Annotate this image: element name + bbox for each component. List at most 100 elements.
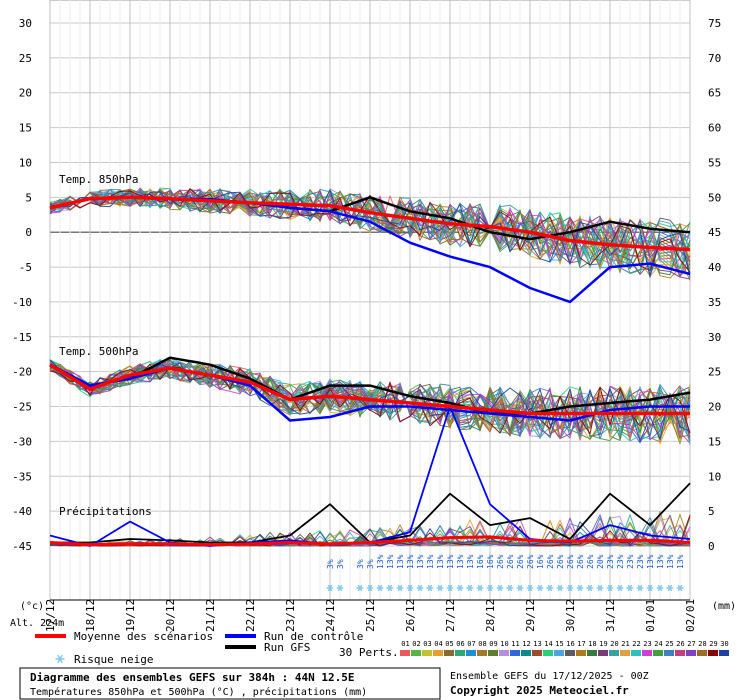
- snowflake-icon: [646, 584, 654, 592]
- right-tick-label: 50: [708, 191, 721, 204]
- right-tick-label: 15: [708, 435, 721, 448]
- pert-number: 05: [445, 640, 453, 648]
- legend-mean-label: Moyenne des scénarios: [74, 630, 213, 643]
- pert-swatch: [532, 650, 542, 656]
- right-tick-label: 25: [708, 366, 721, 379]
- snowflake-core: [378, 586, 382, 590]
- pert-swatch: [653, 650, 663, 656]
- pert-number: 13: [533, 640, 541, 648]
- snow-risk-percent: 16%: [476, 554, 485, 569]
- snowflake-core: [528, 586, 532, 590]
- pert-swatch: [554, 650, 564, 656]
- snowflake-core: [458, 586, 462, 590]
- pert-number: 07: [467, 640, 475, 648]
- footer-subtitle: Températures 850hPa et 500hPa (°C) , pré…: [30, 686, 367, 698]
- snow-risk-percent: 13%: [446, 554, 455, 569]
- right-tick-label: 60: [708, 122, 721, 135]
- x-tick-label: 18/12: [84, 599, 97, 632]
- pert-number: 11: [511, 640, 519, 648]
- snowflake-core: [338, 586, 342, 590]
- snow-risk-percent: 13%: [656, 554, 665, 569]
- snowflake-icon: [616, 584, 624, 592]
- x-tick-label: 25/12: [364, 599, 377, 632]
- snow-risk-percent: 3%: [366, 559, 375, 569]
- left-tick-label: 5: [25, 191, 32, 204]
- x-tick-label: 01/01: [644, 599, 657, 632]
- snowflake-core: [608, 586, 612, 590]
- x-tick-label: 26/12: [404, 599, 417, 632]
- snowflake-icon: [386, 584, 394, 592]
- pert-number: 14: [544, 640, 552, 648]
- snow-risk-percent: 26%: [516, 554, 525, 569]
- pert-swatch: [466, 650, 476, 656]
- snow-risk-percent: 23%: [606, 554, 615, 569]
- pert-number: 24: [654, 640, 662, 648]
- snowflake-core: [398, 586, 402, 590]
- right-tick-label: 5: [708, 505, 715, 518]
- snow-risk-percent: 13%: [406, 554, 415, 569]
- snowflake-core: [488, 586, 492, 590]
- snow-risk-percent: 3%: [356, 559, 365, 569]
- snowflake-icon: [606, 584, 614, 592]
- snowflake-core: [418, 586, 422, 590]
- snowflake-icon: [376, 584, 384, 592]
- label-t850: Temp. 850hPa: [59, 173, 138, 186]
- snowflake-icon: [496, 584, 504, 592]
- snow-risk-percent: 13%: [666, 554, 675, 569]
- snow-risk-percent: 16%: [486, 554, 495, 569]
- snow-risk-percent: 3%: [336, 559, 345, 569]
- snowflake-icon: [486, 584, 494, 592]
- pert-swatch: [444, 650, 454, 656]
- snowflake-core: [578, 586, 582, 590]
- right-tick-label: 45: [708, 226, 721, 239]
- snowflake-icon: [366, 584, 374, 592]
- snowflake-core: [648, 586, 652, 590]
- snow-risk-percent: 13%: [416, 554, 425, 569]
- snowflake-core: [678, 586, 682, 590]
- pert-swatch: [521, 650, 531, 656]
- pert-swatch: [686, 650, 696, 656]
- pert-swatch: [433, 650, 443, 656]
- snow-risk-percent: 13%: [456, 554, 465, 569]
- left-tick-label: 15: [19, 122, 32, 135]
- snow-risk-percent: 26%: [546, 554, 555, 569]
- legend-gfs-label: Run GFS: [264, 641, 310, 654]
- snowflake-core: [358, 586, 362, 590]
- left-tick-label: -5: [19, 261, 32, 274]
- pert-swatch: [576, 650, 586, 656]
- pert-swatch: [587, 650, 597, 656]
- x-tick-label: 22/12: [244, 599, 257, 632]
- pert-number: 19: [599, 640, 607, 648]
- snowflake-icon: [576, 584, 584, 592]
- right-tick-label: 55: [708, 156, 721, 169]
- snowflake-core: [438, 586, 442, 590]
- snowflake-icon: [626, 584, 634, 592]
- pert-swatch: [510, 650, 520, 656]
- snow-risk-percent: 13%: [676, 554, 685, 569]
- label-precip: Précipitations: [59, 505, 152, 518]
- x-tick-label: 31/12: [604, 599, 617, 632]
- pert-swatch: [477, 650, 487, 656]
- snow-risk-percent: 13%: [646, 554, 655, 569]
- snowflake-core: [548, 586, 552, 590]
- left-tick-label: -30: [12, 435, 32, 448]
- left-tick-label: -10: [12, 296, 32, 309]
- legend-snow-label: Risque neige: [74, 653, 153, 666]
- x-tick-label: 20/12: [164, 599, 177, 632]
- pert-swatch: [422, 650, 432, 656]
- x-tick-label: 19/12: [124, 599, 137, 632]
- label-t500: Temp. 500hPa: [59, 345, 138, 358]
- left-tick-label: -45: [12, 540, 32, 553]
- snow-risk-percent: 26%: [526, 554, 535, 569]
- pert-number: 06: [456, 640, 464, 648]
- pert-swatch: [708, 650, 718, 656]
- snow-risk-percent: 26%: [496, 554, 505, 569]
- pert-number: 22: [632, 640, 640, 648]
- pert-number: 02: [412, 640, 420, 648]
- snowflake-core: [448, 586, 452, 590]
- snow-risk-percent: 13%: [436, 554, 445, 569]
- snowflake-core: [328, 586, 332, 590]
- right-tick-label: 65: [708, 87, 721, 100]
- x-tick-label: 28/12: [484, 599, 497, 632]
